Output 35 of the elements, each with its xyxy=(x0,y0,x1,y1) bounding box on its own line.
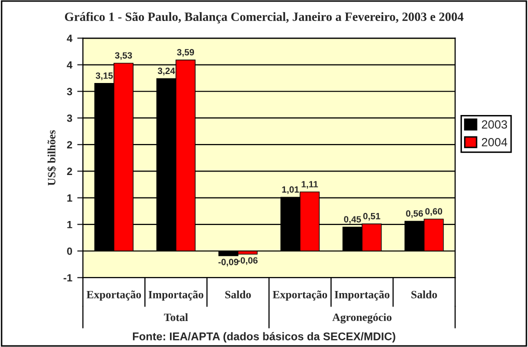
data-label: 3,24 xyxy=(158,68,176,76)
data-label: 3,53 xyxy=(114,52,132,60)
x-tick-label: Exportação xyxy=(86,290,141,301)
data-label: 0,51 xyxy=(363,212,380,221)
chart-title: Gráfico 1 - São Paulo, Balança Comercial, Janeiro a Fevereiro, 2003 e 2004 xyxy=(64,12,464,24)
y-tick-label: 4 xyxy=(66,34,72,42)
legend-label: 2004 xyxy=(482,138,508,146)
x-tick-label: Saldo xyxy=(225,290,251,298)
x-tick-label: Importação xyxy=(334,290,390,301)
data-label: 3,15 xyxy=(96,72,113,80)
y-tick-label: 1 xyxy=(67,194,72,202)
data-label: 1,01 xyxy=(282,186,299,194)
source-note: Fonte: IEA/APTA (dados básicos da SECEX/MDIC) xyxy=(132,332,396,343)
y-tick-label: 2 xyxy=(67,141,72,148)
data-label: 0,60 xyxy=(425,208,442,216)
x-tick-label: Importação xyxy=(148,290,204,301)
y-tick-label: 1 xyxy=(67,221,72,228)
y-axis-title: US$ bilhões xyxy=(47,130,56,186)
legend-label: 2003 xyxy=(482,120,508,129)
data-label: 0,45 xyxy=(344,216,361,224)
data-label: 1,11 xyxy=(302,181,318,189)
x-tick-label: Exportação xyxy=(272,290,328,301)
y-tick-label: 2 xyxy=(67,168,72,175)
data-label: 3,59 xyxy=(176,49,194,57)
y-tick-label: 0 xyxy=(67,247,72,255)
text: Agronegócio xyxy=(332,313,392,324)
y-tick-label: 4 xyxy=(66,61,72,69)
data-label: 0,56 xyxy=(406,210,423,218)
y-tick-label: -1 xyxy=(64,274,72,282)
y-tick-label: 3 xyxy=(66,88,72,96)
y-tick-label: 3 xyxy=(66,114,72,122)
text: Total xyxy=(164,313,188,322)
x-tick-label: Saldo xyxy=(411,290,437,298)
data-label: -0,06 xyxy=(238,257,258,265)
data-label: -0,09 xyxy=(218,258,238,267)
